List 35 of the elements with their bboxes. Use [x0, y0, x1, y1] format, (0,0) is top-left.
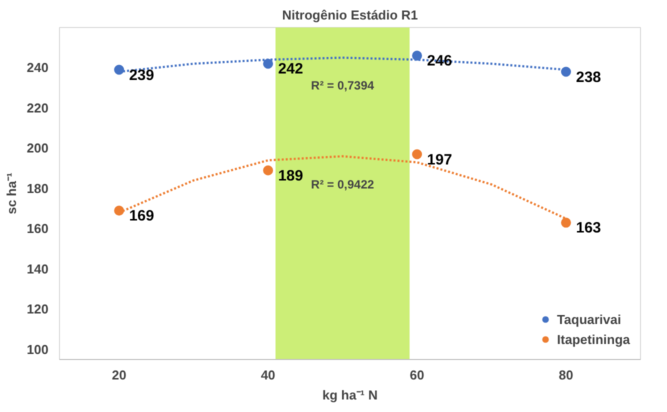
data-label: 197 [427, 151, 452, 168]
legend-label: Itapetininga [557, 332, 630, 346]
y-tick-label: 120 [26, 302, 49, 317]
data-label: 242 [278, 60, 304, 78]
point [263, 58, 274, 69]
point [561, 218, 572, 228]
y-tick-label: 200 [26, 140, 49, 156]
point [412, 50, 422, 61]
y-tick-label: 100 [26, 342, 49, 357]
x-tick-label: 80 [558, 368, 574, 382]
annotation: R² = 0,9422 [311, 177, 374, 192]
point [263, 165, 274, 176]
point [412, 149, 422, 160]
point [114, 64, 124, 75]
x-tick-label: 20 [112, 368, 126, 382]
data-label: 163 [576, 220, 602, 237]
legend-label: Taquarivai [557, 312, 622, 326]
annotation: R² = 0,7394 [311, 78, 374, 93]
data-label: 169 [129, 208, 154, 225]
y-tick-label: 140 [26, 261, 49, 276]
point [561, 66, 572, 77]
x-axis-title: kg ha⁻¹ N [322, 388, 378, 402]
y-tick-label: 160 [26, 221, 49, 236]
point [114, 206, 124, 216]
data-label: 239 [129, 66, 154, 84]
y-tick-label: 220 [26, 100, 49, 116]
x-tick-label: 60 [410, 368, 424, 382]
y-tick-label: 240 [26, 60, 49, 76]
y-axis-title: sc ha⁻¹ [4, 172, 19, 214]
y-tick-label: 180 [26, 180, 49, 196]
chart-title: Nitrogênio Estádio R1 [282, 8, 418, 22]
data-label: 189 [278, 167, 304, 184]
data-label: 246 [427, 52, 452, 70]
x-tick-label: 40 [260, 368, 276, 382]
data-label: 238 [576, 68, 602, 86]
